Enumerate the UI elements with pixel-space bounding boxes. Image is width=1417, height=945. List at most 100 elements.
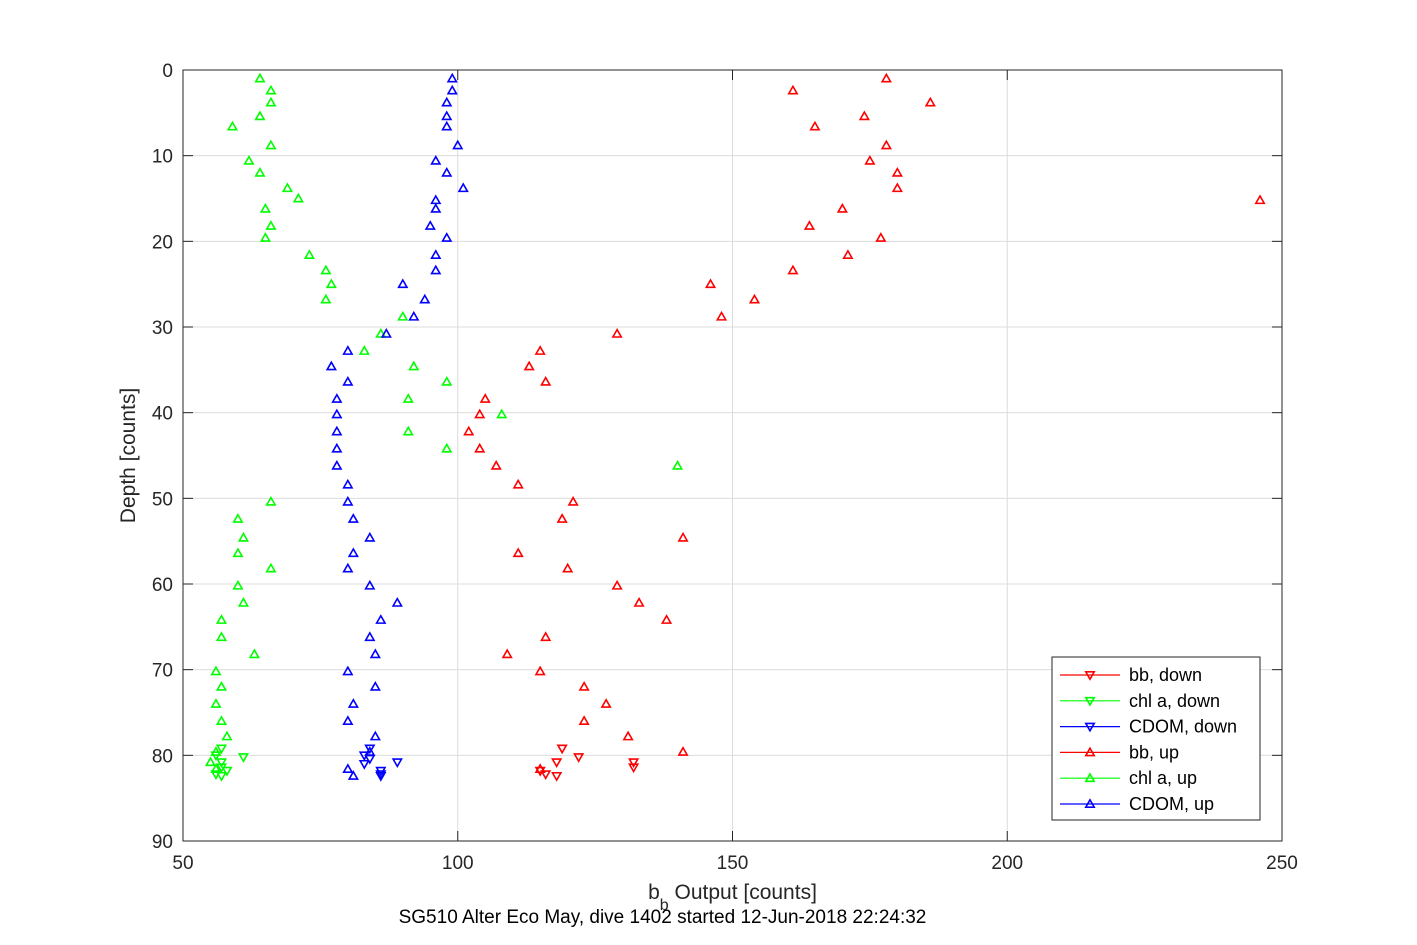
data-point bbox=[237, 597, 250, 607]
y-tick-label: 30 bbox=[152, 318, 173, 339]
data-point bbox=[259, 232, 272, 242]
legend-item: chl a, down bbox=[1060, 691, 1220, 711]
data-point bbox=[534, 345, 546, 355]
data-point bbox=[408, 310, 420, 321]
data-point bbox=[342, 665, 354, 676]
data-point bbox=[633, 597, 645, 607]
data-point bbox=[254, 72, 266, 83]
data-point bbox=[248, 648, 261, 659]
data-point bbox=[325, 278, 337, 289]
legend-marker bbox=[1084, 798, 1096, 808]
data-point bbox=[331, 393, 343, 403]
legend-label: CDOM, down bbox=[1129, 717, 1237, 737]
data-point bbox=[358, 345, 370, 355]
data-point bbox=[446, 72, 458, 83]
data-point bbox=[265, 220, 277, 230]
data-point bbox=[342, 763, 354, 773]
data-point bbox=[748, 293, 761, 304]
data-point bbox=[380, 328, 392, 338]
data-point bbox=[512, 478, 524, 489]
data-point bbox=[391, 597, 403, 607]
data-point bbox=[281, 182, 293, 193]
data-point bbox=[342, 376, 354, 386]
data-point bbox=[842, 249, 854, 259]
data-point bbox=[342, 478, 354, 489]
y-tick-label: 10 bbox=[152, 147, 173, 168]
legend-marker bbox=[1084, 696, 1096, 707]
legend-label: chl a, down bbox=[1129, 691, 1220, 711]
x-axis-label-rest: Output [counts] bbox=[669, 881, 817, 904]
data-point bbox=[342, 345, 354, 355]
data-point bbox=[677, 531, 689, 542]
data-point bbox=[215, 758, 228, 768]
data-point bbox=[622, 730, 634, 741]
data-point bbox=[215, 680, 228, 691]
data-point bbox=[342, 495, 354, 506]
data-point bbox=[551, 771, 563, 782]
data-point bbox=[880, 139, 892, 150]
data-point bbox=[342, 562, 354, 573]
data-point bbox=[858, 110, 870, 121]
data-point bbox=[864, 154, 876, 165]
data-point bbox=[556, 513, 568, 523]
data-point bbox=[210, 665, 222, 676]
data-point bbox=[369, 730, 381, 741]
data-point bbox=[243, 154, 255, 165]
data-point bbox=[215, 771, 228, 782]
data-point bbox=[924, 96, 936, 107]
data-point bbox=[375, 614, 387, 624]
legend-item: bb, down bbox=[1060, 665, 1202, 685]
series-chl-a-up bbox=[204, 72, 684, 773]
y-tick-label: 60 bbox=[152, 575, 173, 596]
data-point bbox=[215, 744, 228, 755]
data-point bbox=[891, 166, 903, 177]
series-bb-up bbox=[463, 72, 1266, 773]
data-point bbox=[441, 120, 453, 131]
data-point bbox=[364, 531, 376, 542]
x-axis-label-main: b bbox=[648, 881, 660, 904]
data-point bbox=[474, 442, 486, 453]
data-point bbox=[342, 715, 354, 726]
data-point bbox=[237, 753, 250, 763]
data-point bbox=[446, 84, 458, 95]
data-point bbox=[562, 562, 574, 573]
data-point bbox=[628, 763, 640, 774]
y-tick-label: 20 bbox=[152, 232, 173, 253]
data-point bbox=[215, 614, 228, 624]
x-tick-label: 250 bbox=[1266, 853, 1298, 874]
legend-item: CDOM, down bbox=[1060, 717, 1237, 737]
data-point bbox=[534, 763, 546, 773]
legend-marker bbox=[1084, 772, 1096, 783]
data-point bbox=[325, 360, 337, 371]
data-point bbox=[331, 408, 343, 419]
data-point bbox=[375, 771, 387, 782]
data-point bbox=[210, 698, 222, 708]
data-point bbox=[452, 139, 464, 150]
series-bb-down bbox=[534, 744, 640, 782]
data-point bbox=[441, 166, 453, 177]
data-point bbox=[347, 547, 359, 558]
data-point bbox=[677, 746, 689, 756]
data-point bbox=[232, 547, 244, 558]
legend-marker bbox=[1084, 671, 1096, 681]
data-point bbox=[556, 744, 568, 755]
data-point bbox=[210, 746, 222, 756]
y-tick-label: 50 bbox=[152, 489, 173, 510]
data-point bbox=[628, 758, 640, 768]
data-point bbox=[221, 766, 233, 777]
data-point bbox=[611, 328, 623, 338]
data-point bbox=[226, 120, 239, 131]
data-point bbox=[397, 310, 409, 321]
data-point bbox=[375, 770, 387, 780]
series-cdom-up bbox=[325, 72, 469, 780]
data-point bbox=[364, 579, 376, 590]
legend-marker bbox=[1084, 722, 1096, 733]
data-point bbox=[254, 110, 266, 121]
data-point bbox=[265, 562, 277, 573]
data-point bbox=[320, 293, 332, 304]
data-point bbox=[331, 425, 343, 436]
data-point bbox=[704, 278, 717, 289]
legend-label: bb, up bbox=[1129, 742, 1179, 762]
data-point bbox=[375, 328, 387, 338]
